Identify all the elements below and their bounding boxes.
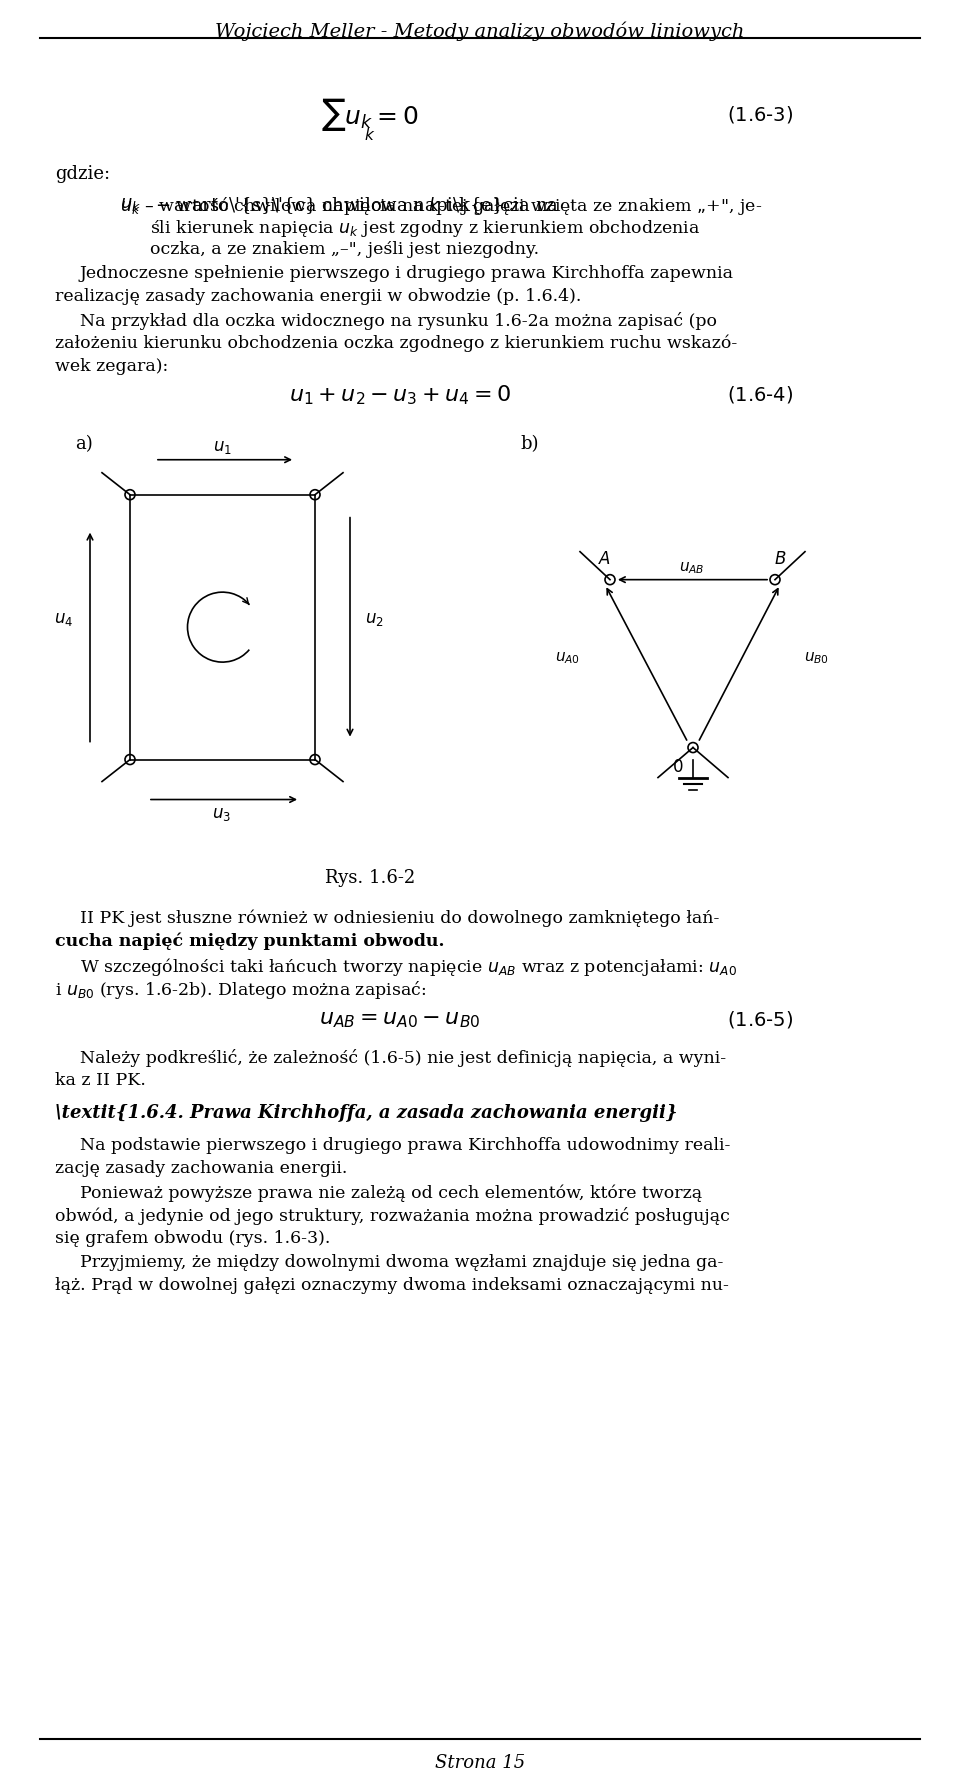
Text: $(1.6\text{-}4)$: $(1.6\text{-}4)$ xyxy=(727,384,793,405)
Text: gdzie:: gdzie: xyxy=(55,165,110,183)
Text: i $u_{B0}$ (rys. 1.6-2b). Dlatego można zapisać:: i $u_{B0}$ (rys. 1.6-2b). Dlatego można … xyxy=(55,979,426,1002)
Text: śli kierunek napięcia $u_k$ jest zgodny z kierunkiem obchodzenia: śli kierunek napięcia $u_k$ jest zgodny … xyxy=(150,219,701,238)
Text: \textit{1.6.4. Prawa Kirchhoffa, a zasada zachowania energii}: \textit{1.6.4. Prawa Kirchhoffa, a zasad… xyxy=(55,1104,678,1123)
Text: cucha napięć między punktami obwodu.: cucha napięć między punktami obwodu. xyxy=(55,933,444,951)
Text: b): b) xyxy=(520,435,539,453)
Text: $u_{A0}$: $u_{A0}$ xyxy=(556,650,581,666)
Text: II PK jest słuszne również w odniesieniu do dowolnego zamkniętego łań-: II PK jest słuszne również w odniesieniu… xyxy=(80,910,719,928)
Text: Na przykład dla oczka widocznego na rysunku 1.6-2a można zapisać (po: Na przykład dla oczka widocznego na rysu… xyxy=(80,311,717,331)
Text: Wojciech Meller - Metody analizy obwodów liniowych: Wojciech Meller - Metody analizy obwodów… xyxy=(215,21,745,41)
Text: W szczególności taki łańcuch tworzy napięcie $u_{AB}$ wraz z potencjałami: $u_{A: W szczególności taki łańcuch tworzy napi… xyxy=(80,956,737,979)
Text: Rys. 1.6-2: Rys. 1.6-2 xyxy=(324,869,415,887)
Text: wek zegara):: wek zegara): xyxy=(55,357,168,375)
Text: $u_4$: $u_4$ xyxy=(54,611,73,627)
Text: $u_1$: $u_1$ xyxy=(212,439,231,457)
Text: a): a) xyxy=(75,435,93,453)
Text: $0$: $0$ xyxy=(672,759,684,777)
Text: $u_k$ – wartość chwilowa napięcia na $k$-tej gałęzi wzięta ze znakiem „+", je-: $u_k$ – wartość chwilowa napięcia na $k$… xyxy=(120,195,762,217)
Text: $u_1 + u_2 - u_3 + u_4 = 0$: $u_1 + u_2 - u_3 + u_4 = 0$ xyxy=(289,384,512,407)
Text: Należy podkreślić, że zależność (1.6-5) nie jest definicją napięcia, a wyni-: Należy podkreślić, że zależność (1.6-5) … xyxy=(80,1050,726,1068)
Text: $-$ warto\'{s}\'{c} chwilowa napi\k{e}cia na: $-$ warto\'{s}\'{c} chwilowa napi\k{e}ci… xyxy=(155,195,559,217)
Text: Jednoczesne spełnienie pierwszego i drugiego prawa Kirchhoffa zapewnia: Jednoczesne spełnienie pierwszego i drug… xyxy=(80,265,734,283)
Text: $u_2$: $u_2$ xyxy=(365,611,384,627)
Text: Na podstawie pierwszego i drugiego prawa Kirchhoffa udowodnimy reali-: Na podstawie pierwszego i drugiego prawa… xyxy=(80,1137,731,1155)
Text: ka z II PK.: ka z II PK. xyxy=(55,1072,146,1089)
Text: $B$: $B$ xyxy=(774,551,786,569)
Text: $u_{AB}$: $u_{AB}$ xyxy=(679,560,705,576)
Text: Ponieważ powyższe prawa nie zależą od cech elementów, które tworzą: Ponieważ powyższe prawa nie zależą od ce… xyxy=(80,1183,702,1201)
Text: $u_3$: $u_3$ xyxy=(212,807,231,823)
Text: Strona 15: Strona 15 xyxy=(435,1754,525,1772)
Text: $u_{AB} = u_{A0} - u_{B0}$: $u_{AB} = u_{A0} - u_{B0}$ xyxy=(320,1008,481,1031)
Text: $(1.6\text{-}5)$: $(1.6\text{-}5)$ xyxy=(727,1009,793,1031)
Text: Przyjmiemy, że między dowolnymi dwoma węzłami znajduje się jedna ga-: Przyjmiemy, że między dowolnymi dwoma wę… xyxy=(80,1255,724,1271)
Text: zację zasady zachowania energii.: zację zasady zachowania energii. xyxy=(55,1160,348,1178)
Text: $u_{B0}$: $u_{B0}$ xyxy=(804,650,829,666)
Text: łąż. Prąd w dowolnej gałęzi oznaczymy dwoma indeksami oznaczającymi nu-: łąż. Prąd w dowolnej gałęzi oznaczymy dw… xyxy=(55,1278,729,1294)
Text: obwód, a jedynie od jego struktury, rozważania można prowadzić posługując: obwód, a jedynie od jego struktury, rozw… xyxy=(55,1207,730,1226)
Text: oczka, a ze znakiem „–", jeśli jest niezgodny.: oczka, a ze znakiem „–", jeśli jest niez… xyxy=(150,242,540,258)
Text: się grafem obwodu (rys. 1.6-3).: się grafem obwodu (rys. 1.6-3). xyxy=(55,1230,330,1247)
Text: $k$: $k$ xyxy=(365,126,375,142)
Text: założeniu kierunku obchodzenia oczka zgodnego z kierunkiem ruchu wskazó-: założeniu kierunku obchodzenia oczka zgo… xyxy=(55,334,737,352)
Text: realizację zasady zachowania energii w obwodzie (p. 1.6.4).: realizację zasady zachowania energii w o… xyxy=(55,288,582,306)
Text: $A$: $A$ xyxy=(598,551,612,569)
Text: $u_k$: $u_k$ xyxy=(120,195,141,213)
Text: $(1.6\text{-}3)$: $(1.6\text{-}3)$ xyxy=(727,105,793,126)
Text: $\sum u_k = 0$: $\sum u_k = 0$ xyxy=(322,96,419,133)
